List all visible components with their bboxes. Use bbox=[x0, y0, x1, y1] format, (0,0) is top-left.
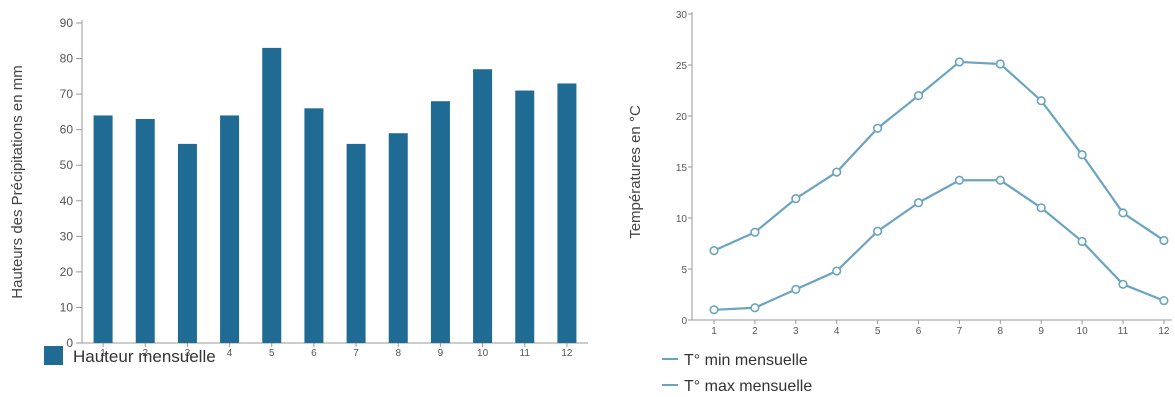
bar-x-tick-label: 5 bbox=[269, 348, 275, 359]
line-x-tick-label: 5 bbox=[875, 326, 881, 337]
bar-x-tick-label: 11 bbox=[520, 348, 531, 359]
bar-month-12 bbox=[557, 83, 577, 343]
line-y-tick-label: 15 bbox=[676, 163, 688, 174]
line-y-tick-label: 25 bbox=[676, 61, 688, 72]
line-y-tick-label: 5 bbox=[681, 265, 687, 276]
bar-month-8 bbox=[388, 133, 408, 343]
bar-month-10 bbox=[473, 69, 493, 343]
line-x-tick-label: 9 bbox=[1038, 326, 1044, 337]
line-point-max bbox=[913, 90, 924, 101]
line-point-max bbox=[872, 123, 883, 133]
bar-month-11 bbox=[515, 90, 535, 343]
bar-legend-label: Hauteur mensuelle bbox=[73, 347, 216, 366]
bar-month-4 bbox=[220, 115, 240, 343]
bar-month-3 bbox=[177, 143, 197, 343]
bar-y-tick-label: 0 bbox=[66, 336, 73, 350]
line-point-min bbox=[1118, 279, 1128, 289]
line-point-min bbox=[750, 303, 760, 313]
line-x-tick-label: 6 bbox=[916, 326, 922, 337]
bar-month-2 bbox=[135, 119, 155, 343]
line-point-min bbox=[709, 305, 719, 315]
line-series-max bbox=[713, 60, 1165, 252]
bar-x-tick-label: 2 bbox=[142, 348, 148, 359]
line-y-tick-label: 10 bbox=[676, 214, 688, 225]
bar-month-1 bbox=[93, 115, 113, 343]
line-y-tick-label: 0 bbox=[681, 316, 687, 327]
line-legend-label-min: T° min mensuelle bbox=[684, 352, 808, 369]
line-point-max bbox=[954, 57, 965, 67]
line-x-tick-label: 8 bbox=[998, 326, 1004, 337]
line-point-max bbox=[995, 59, 1005, 69]
line-point-max bbox=[1077, 150, 1087, 160]
bar-y-tick-label: 60 bbox=[60, 123, 74, 137]
line-point-min bbox=[954, 175, 965, 185]
bar-x-tick-label: 7 bbox=[353, 348, 359, 359]
line-point-max bbox=[1159, 235, 1169, 246]
line-x-tick-label: 1 bbox=[711, 326, 717, 337]
bar-legend-swatch bbox=[44, 346, 63, 365]
bar-y-tick-label: 20 bbox=[60, 265, 74, 279]
line-point-max bbox=[791, 194, 801, 204]
line-point-max bbox=[832, 167, 842, 177]
bar-y-tick-label: 30 bbox=[60, 229, 74, 243]
line-point-min bbox=[832, 266, 842, 276]
line-x-tick-label: 4 bbox=[834, 326, 840, 337]
bar-month-5 bbox=[262, 47, 282, 344]
line-y-axis-title: Températures en °C bbox=[627, 105, 644, 239]
line-point-max bbox=[750, 227, 760, 237]
line-x-tick-label: 7 bbox=[957, 326, 963, 337]
bar-y-tick-label: 50 bbox=[60, 158, 74, 172]
line-point-min bbox=[1159, 296, 1169, 306]
bar-month-7 bbox=[346, 143, 366, 343]
bar-month-6 bbox=[304, 108, 324, 343]
line-point-max bbox=[1118, 208, 1128, 218]
bar-x-tick-label: 12 bbox=[561, 348, 573, 359]
bar-x-tick-label: 6 bbox=[311, 348, 317, 359]
line-x-tick-label: 3 bbox=[793, 326, 799, 337]
line-point-min bbox=[995, 175, 1005, 185]
line-point-max bbox=[1036, 96, 1046, 106]
line-x-tick-label: 2 bbox=[752, 326, 758, 337]
line-point-min bbox=[913, 198, 924, 208]
bar-x-tick-label: 10 bbox=[477, 348, 489, 359]
bar-y-tick-label: 10 bbox=[60, 300, 74, 314]
line-point-min bbox=[791, 284, 801, 295]
line-point-max bbox=[709, 246, 719, 256]
line-series-min bbox=[713, 179, 1165, 311]
bar-month-9 bbox=[430, 101, 450, 343]
line-x-tick-label: 11 bbox=[1118, 326, 1129, 337]
bar-x-tick-label: 9 bbox=[438, 348, 444, 359]
bar-x-tick-label: 4 bbox=[227, 348, 233, 359]
line-point-min bbox=[1077, 236, 1087, 247]
bar-x-tick-label: 3 bbox=[185, 348, 191, 359]
line-x-tick-label: 12 bbox=[1158, 326, 1170, 337]
line-point-min bbox=[872, 226, 883, 236]
bar-y-axis-title: Hauteurs des Précipitations en mm bbox=[9, 65, 26, 298]
bar-y-tick-label: 90 bbox=[60, 16, 74, 30]
bar-y-tick-label: 80 bbox=[60, 52, 74, 66]
bar-x-tick-label: 1 bbox=[100, 348, 106, 359]
line-x-tick-label: 10 bbox=[1077, 326, 1089, 337]
line-point-min bbox=[1036, 203, 1046, 213]
line-legend-label-max: T° max mensuelle bbox=[684, 378, 812, 395]
bar-y-tick-label: 40 bbox=[60, 194, 74, 208]
bar-x-tick-label: 8 bbox=[395, 348, 401, 359]
bar-y-tick-label: 70 bbox=[60, 87, 74, 101]
line-y-tick-label: 20 bbox=[676, 112, 688, 123]
line-y-tick-label: 30 bbox=[676, 10, 688, 21]
